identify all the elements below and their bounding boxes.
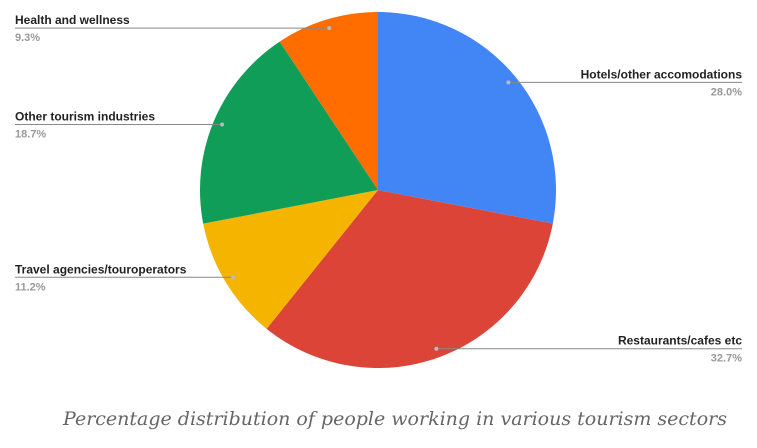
slice-label: Hotels/other accomodations (581, 67, 743, 81)
pie-slice (279, 11, 378, 190)
slice-value-label: 28.0% (711, 86, 742, 98)
slice-label: Other tourism industries (15, 109, 155, 123)
slice-value-label: 18.7% (15, 128, 46, 140)
pie-slice (266, 190, 553, 369)
slice-value-label: 11.2% (15, 281, 46, 293)
leader-dot (434, 346, 439, 351)
pie-slice (203, 190, 378, 329)
slice-value-label: 32.7% (711, 353, 742, 365)
slice-label: Restaurants/cafes etc (618, 334, 742, 348)
caption: Percentage distribution of people workin… (62, 408, 727, 430)
leader-dot (327, 26, 332, 31)
leader-dot (231, 275, 236, 280)
leader-dot (220, 122, 225, 127)
slice-label: Travel agencies/touroperators (15, 262, 187, 276)
slice-label: Health and wellness (15, 13, 130, 27)
pie-slice (200, 41, 378, 224)
slice-value-label: 9.3% (15, 32, 40, 44)
leader-dot (506, 80, 511, 85)
pie-slice (378, 12, 557, 224)
